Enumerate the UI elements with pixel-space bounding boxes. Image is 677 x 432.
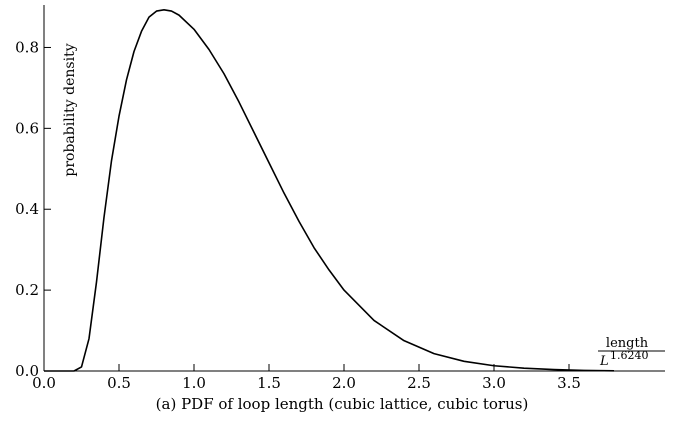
x-tick-label: 2.5 <box>407 374 431 392</box>
x-tick-label: 3.0 <box>482 374 506 392</box>
x-tick-label: 0.5 <box>107 374 131 392</box>
y-tick-label: 0.2 <box>15 281 39 299</box>
x-tick-label: 2.0 <box>332 374 356 392</box>
x-tick-label: 0.0 <box>32 374 56 392</box>
x-axis-label-denominator: L <box>599 354 609 369</box>
caption: (a) PDF of loop length (cubic lattice, c… <box>156 395 529 413</box>
x-axis-label-numerator: length <box>606 336 649 351</box>
y-axis-label: probability density <box>62 43 78 176</box>
x-tick-label: 1.0 <box>182 374 206 392</box>
y-tick-label: 0.0 <box>15 362 39 380</box>
x-tick-label: 1.5 <box>257 374 281 392</box>
y-tick-label: 0.8 <box>15 38 39 56</box>
x-axis-label-exponent: 1.6240 <box>610 349 649 362</box>
x-tick-label: 3.5 <box>557 374 581 392</box>
y-tick-label: 0.4 <box>15 200 39 218</box>
y-tick-label: 0.6 <box>15 119 39 137</box>
data-line <box>44 9 615 372</box>
